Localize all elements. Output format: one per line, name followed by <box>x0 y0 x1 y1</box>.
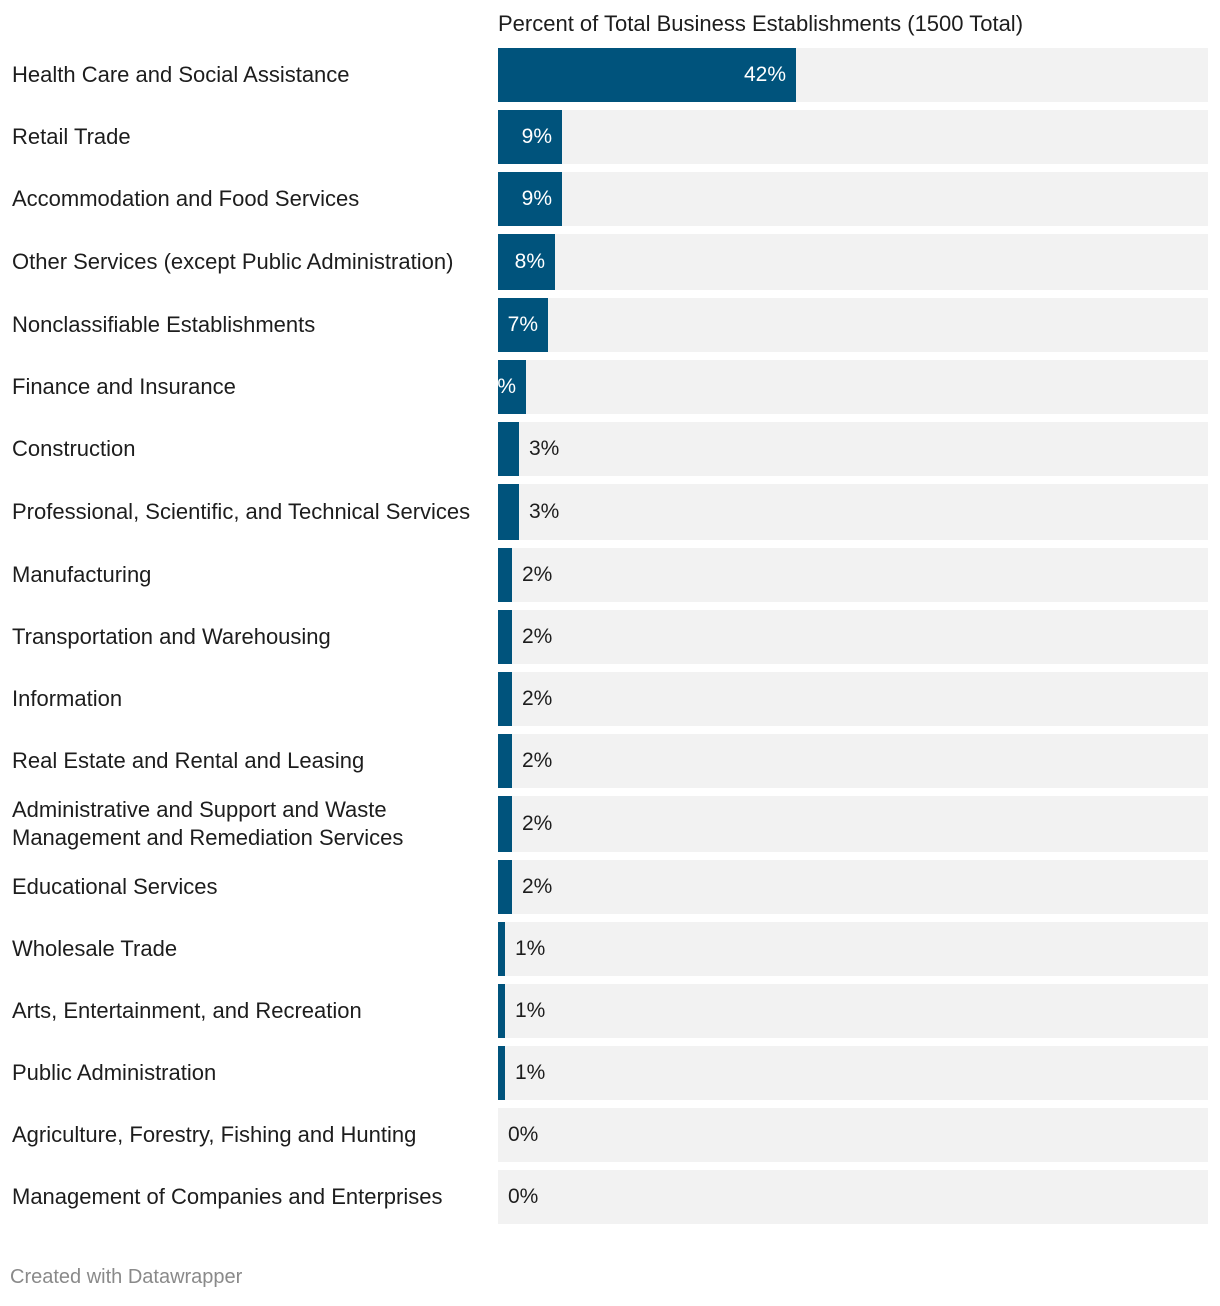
bar <box>498 610 512 664</box>
category-label: Real Estate and Rental and Leasing <box>12 748 365 773</box>
bar-track: 1% <box>498 984 1208 1038</box>
value-label: 2% <box>522 563 553 586</box>
bar-row: Retail Trade 9% <box>0 110 1220 164</box>
bar-track: 9% <box>498 172 1208 226</box>
category-label: Wholesale Trade <box>12 936 178 961</box>
bar-track: 0% <box>498 1108 1208 1162</box>
bar-row: Other Services (except Public Administra… <box>0 234 1220 290</box>
category-label: Nonclassifiable Establishments <box>12 312 316 337</box>
category-label: Management of Companies and Enterprises <box>12 1184 443 1209</box>
bar-row: Nonclassifiable Establishments 7% <box>0 298 1220 352</box>
bar-track: 3% <box>498 484 1208 540</box>
category-label: Information <box>12 686 123 711</box>
bar-track: 7% <box>498 298 1208 352</box>
bar-track: 2% <box>498 734 1208 788</box>
bar-row: Professional, Scientific, and Technical … <box>0 484 1220 540</box>
value-label: 2% <box>522 749 553 772</box>
bar <box>498 796 512 852</box>
category-label: Administrative and Support and Waste Man… <box>12 797 404 850</box>
category-label: Professional, Scientific, and Technical … <box>12 499 471 524</box>
value-label: 4% <box>485 375 516 398</box>
value-label: 9% <box>521 187 552 210</box>
value-label: 8% <box>514 250 545 273</box>
bar-row: Information 2% <box>0 672 1220 726</box>
bar <box>498 672 512 726</box>
bar-row: Transportation and Warehousing 2% <box>0 610 1220 664</box>
bar <box>498 298 548 352</box>
bar-row: Finance and Insurance 4% <box>0 360 1220 414</box>
category-label: Transportation and Warehousing <box>12 624 331 649</box>
category-label: Manufacturing <box>12 562 152 587</box>
bar-track: 2% <box>498 860 1208 914</box>
value-label: 3% <box>529 500 560 523</box>
bar-row: Health Care and Social Assistance 42% <box>0 48 1220 102</box>
bar-row: Accommodation and Food Services 9% <box>0 172 1220 226</box>
category-label: Other Services (except Public Administra… <box>12 249 454 274</box>
bar-track: 2% <box>498 610 1208 664</box>
category-label: Arts, Entertainment, and Recreation <box>12 998 362 1023</box>
bar-track: 2% <box>498 548 1208 602</box>
value-label: 0% <box>508 1185 539 1208</box>
value-label: 2% <box>522 875 553 898</box>
chart-title: Percent of Total Business Establishments… <box>498 11 1024 36</box>
bar <box>498 360 526 414</box>
bar <box>498 422 519 476</box>
bar-row: Arts, Entertainment, and Recreation 1% <box>0 984 1220 1038</box>
value-label: 1% <box>515 999 546 1022</box>
bar-row: Management of Companies and Enterprises 0… <box>0 1170 1220 1224</box>
bar-track: 1% <box>498 922 1208 976</box>
bar-track: 3% <box>498 422 1208 476</box>
bar-track: 2% <box>498 672 1208 726</box>
value-label: 2% <box>522 687 553 710</box>
bar-track: 0% <box>498 1170 1208 1224</box>
bar <box>498 48 796 102</box>
value-label: 9% <box>521 125 552 148</box>
bar-row: Agriculture, Forestry, Fishing and Hunti… <box>0 1108 1220 1162</box>
category-label: Construction <box>12 436 136 461</box>
category-label: Public Administration <box>12 1060 217 1085</box>
bar-row: Construction 3% <box>0 422 1220 476</box>
value-label: 2% <box>522 625 553 648</box>
bar-row: Manufacturing 2% <box>0 548 1220 602</box>
bar <box>498 1046 505 1100</box>
value-label: 2% <box>522 812 553 835</box>
value-label: 3% <box>529 437 560 460</box>
bar <box>498 172 562 226</box>
category-label: Agriculture, Forestry, Fishing and Hunti… <box>12 1122 417 1147</box>
bar-track: 2% <box>498 796 1208 852</box>
bar-track: 1% <box>498 1046 1208 1100</box>
bar <box>498 234 555 290</box>
category-label: Accommodation and Food Services <box>12 186 360 211</box>
category-label: Retail Trade <box>12 124 131 149</box>
bar <box>498 984 505 1038</box>
bar-track: 9% <box>498 110 1208 164</box>
value-label: 1% <box>515 1061 546 1084</box>
value-label: 1% <box>515 937 546 960</box>
bar-track: 42% <box>498 48 1208 102</box>
category-label: Educational Services <box>12 874 218 899</box>
category-label: Finance and Insurance <box>12 374 236 399</box>
value-label: 0% <box>508 1123 539 1146</box>
bar-row: Real Estate and Rental and Leasing 2% <box>0 734 1220 788</box>
bar-track: 8% <box>498 234 1208 290</box>
bar <box>498 734 512 788</box>
bar <box>498 548 512 602</box>
category-label: Health Care and Social Assistance <box>12 62 350 87</box>
bar <box>498 484 519 540</box>
value-label: 42% <box>743 63 786 86</box>
bar-track: 4% <box>486 360 1208 414</box>
value-label: 7% <box>507 313 538 336</box>
datawrapper-credit: Created with Datawrapper <box>10 1266 243 1288</box>
bar-row: Wholesale Trade 1% <box>0 922 1220 976</box>
bar-row: Public Administration 1% <box>0 1046 1220 1100</box>
bar <box>498 922 505 976</box>
bar-row: Administrative and Support and Waste Man… <box>0 796 1220 852</box>
bar-row: Educational Services 2% <box>0 860 1220 914</box>
bar <box>498 860 512 914</box>
bar <box>498 110 562 164</box>
